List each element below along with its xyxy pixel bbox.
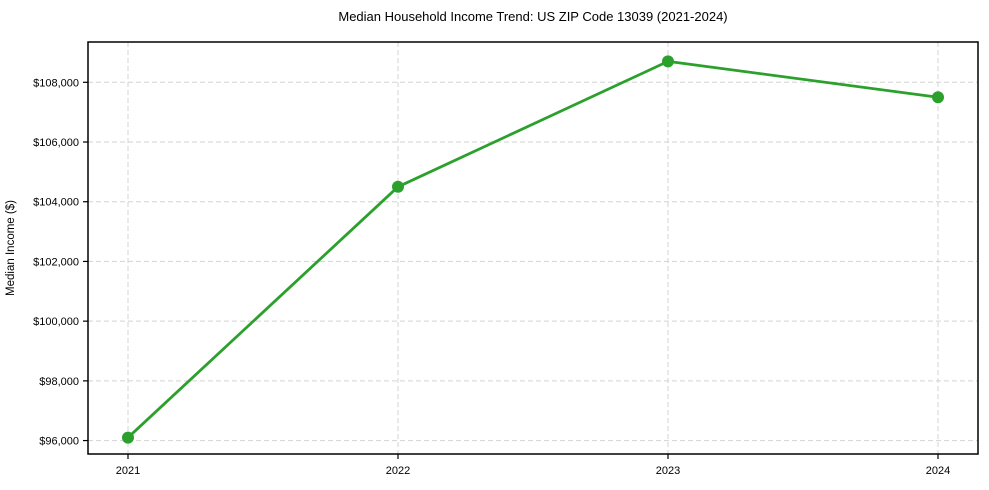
- y-tick-label: $104,000: [33, 197, 79, 209]
- chart-title: Median Household Income Trend: US ZIP Co…: [338, 9, 728, 24]
- y-tick-label: $96,000: [39, 436, 79, 448]
- data-point-marker: [662, 55, 674, 68]
- data-point-marker: [932, 91, 944, 104]
- y-axis-label: Median Income ($): [5, 200, 17, 296]
- data-point-marker: [392, 180, 404, 193]
- y-tick-label: $102,000: [33, 256, 79, 268]
- y-tick-label: $106,000: [33, 137, 79, 149]
- income-trend-line: [126, 60, 940, 439]
- x-tick-label: 2022: [386, 465, 410, 477]
- plot-border: [87, 41, 979, 455]
- y-tick-label: $108,000: [33, 77, 79, 89]
- y-tick-label: $98,000: [39, 376, 79, 388]
- x-tick-label: 2024: [926, 465, 950, 477]
- y-tick-label: $100,000: [33, 316, 79, 328]
- x-tick-label: 2021: [116, 465, 140, 477]
- x-tick-label: 2023: [656, 465, 680, 477]
- data-point-marker: [122, 431, 134, 444]
